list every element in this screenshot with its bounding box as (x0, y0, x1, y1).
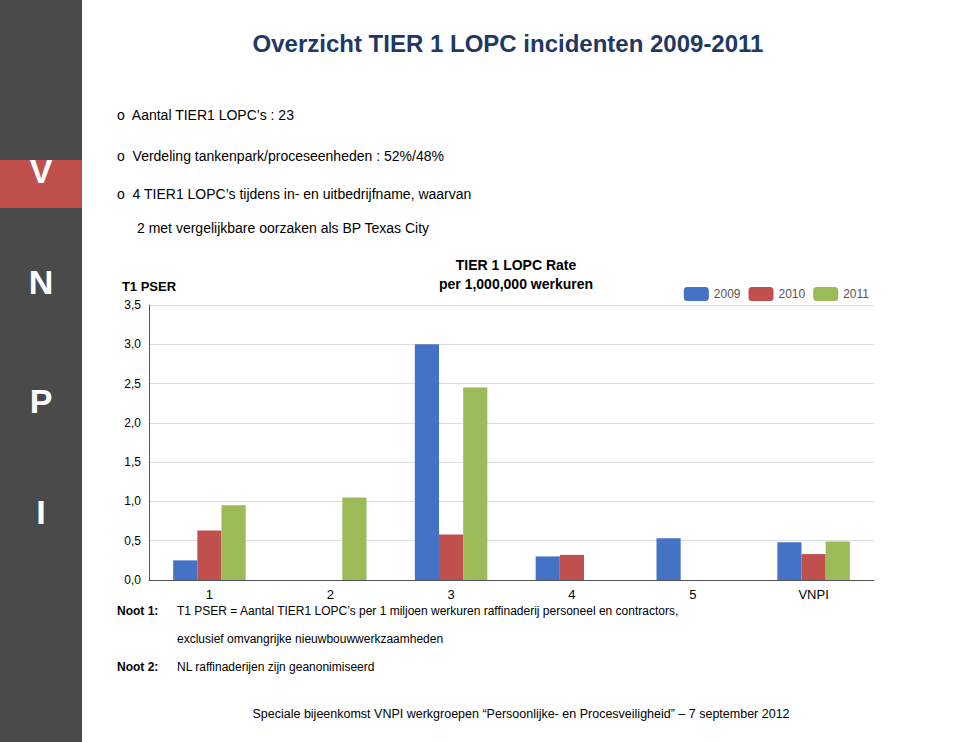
svg-text:3,0: 3,0 (124, 337, 141, 351)
svg-text:P: P (30, 382, 53, 420)
svg-text:5: 5 (689, 587, 696, 602)
svg-text:Overzicht TIER 1 LOPC incident: Overzicht TIER 1 LOPC incidenten 2009-20… (253, 30, 764, 57)
svg-text:2011: 2011 (843, 287, 869, 301)
svg-text:T1 PSER: T1 PSER (122, 279, 177, 294)
svg-text:Noot 1:: Noot 1: (117, 604, 158, 618)
svg-text:3: 3 (447, 587, 454, 602)
svg-text:3,5: 3,5 (124, 298, 141, 312)
svg-text:2,0: 2,0 (124, 416, 141, 430)
svg-text:2010: 2010 (779, 287, 806, 301)
svg-text:2: 2 (327, 587, 334, 602)
svg-text:2009: 2009 (714, 287, 741, 301)
svg-text:V: V (30, 152, 53, 190)
svg-text:TIER 1 LOPC Rate: TIER 1 LOPC Rate (456, 257, 577, 273)
svg-text:o Aantal TIER1 LOPC’s : 23: o Aantal TIER1 LOPC’s : 23 (117, 107, 294, 123)
svg-text:NL raffinaderijen zijn geanoni: NL raffinaderijen zijn geanonimiseerd (177, 660, 374, 674)
svg-text:o Verdeling tankenpark/proces: o Verdeling tankenpark/proceseenheden : … (117, 148, 444, 164)
svg-text:2 met vergelijkbare oorzaken a: 2 met vergelijkbare oorzaken als BP Texa… (137, 220, 429, 236)
svg-text:VNPI: VNPI (798, 587, 828, 602)
svg-text:0,5: 0,5 (124, 534, 141, 548)
svg-text:Speciale bijeenkomst VNPI werk: Speciale bijeenkomst VNPI werkgroepen “P… (252, 707, 789, 721)
svg-text:4: 4 (568, 587, 575, 602)
svg-text:o 4 TIER1 LOPC’s tijdens in-: o 4 TIER1 LOPC’s tijdens in- en uitbedri… (117, 186, 471, 202)
svg-text:per 1,000,000 werkuren: per 1,000,000 werkuren (439, 276, 593, 292)
svg-text:exclusief omvangrijke nieuwbou: exclusief omvangrijke nieuwbouwwerkzaamh… (177, 632, 443, 646)
svg-text:N: N (29, 263, 54, 301)
svg-text:1,0: 1,0 (124, 494, 141, 508)
svg-text:1,5: 1,5 (124, 455, 141, 469)
svg-text:0,0: 0,0 (124, 573, 141, 587)
svg-text:Noot 2:: Noot 2: (117, 660, 158, 674)
svg-text:2,5: 2,5 (124, 377, 141, 391)
svg-text:T1 PSER = Aantal TIER1 LOPC’s: T1 PSER = Aantal TIER1 LOPC’s per 1 milj… (177, 604, 678, 618)
svg-text:I: I (36, 493, 45, 531)
svg-text:1: 1 (206, 587, 213, 602)
